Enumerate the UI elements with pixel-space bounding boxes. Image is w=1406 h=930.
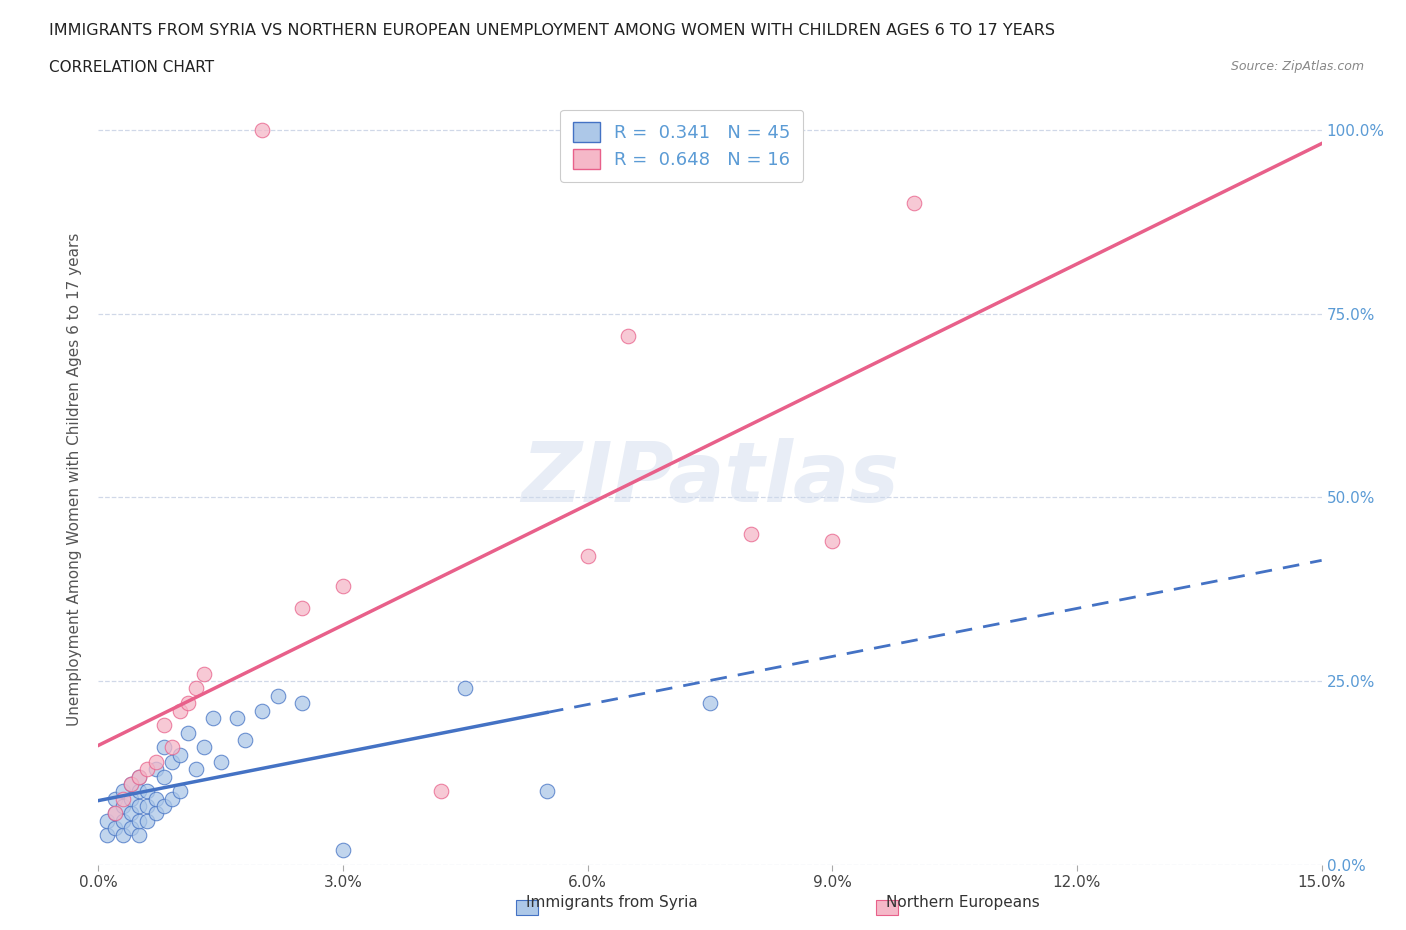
Point bbox=[136, 799, 159, 814]
Point bbox=[169, 703, 191, 718]
Point bbox=[136, 784, 159, 799]
Point bbox=[169, 784, 191, 799]
Point bbox=[104, 806, 127, 821]
Point bbox=[186, 681, 208, 696]
Point bbox=[120, 806, 142, 821]
Point bbox=[152, 740, 174, 755]
Text: Source: ZipAtlas.com: Source: ZipAtlas.com bbox=[1230, 60, 1364, 73]
Point bbox=[128, 769, 150, 784]
Point bbox=[96, 814, 118, 829]
Point bbox=[186, 762, 208, 777]
Point bbox=[111, 791, 134, 806]
Point bbox=[821, 534, 844, 549]
Point bbox=[111, 828, 134, 843]
Point bbox=[128, 828, 150, 843]
Point bbox=[233, 733, 256, 748]
Text: CORRELATION CHART: CORRELATION CHART bbox=[49, 60, 214, 75]
Point bbox=[536, 784, 558, 799]
Legend: R =  0.341   N = 45, R =  0.648   N = 16: R = 0.341 N = 45, R = 0.648 N = 16 bbox=[560, 110, 803, 182]
Point bbox=[332, 843, 354, 857]
Point bbox=[267, 688, 290, 703]
Point bbox=[160, 791, 183, 806]
Text: ZIPatlas: ZIPatlas bbox=[522, 438, 898, 520]
Point bbox=[120, 820, 142, 835]
Point bbox=[136, 762, 159, 777]
Point bbox=[145, 762, 167, 777]
Point bbox=[128, 799, 150, 814]
Point bbox=[104, 806, 127, 821]
Point bbox=[177, 725, 200, 740]
Point bbox=[160, 754, 183, 769]
Point bbox=[111, 799, 134, 814]
Point bbox=[152, 799, 174, 814]
Point bbox=[576, 549, 599, 564]
Point bbox=[169, 747, 191, 762]
Point bbox=[617, 328, 640, 343]
Point bbox=[104, 791, 127, 806]
Point bbox=[120, 791, 142, 806]
Point bbox=[740, 526, 762, 541]
Point bbox=[250, 703, 273, 718]
Text: Immigrants from Syria: Immigrants from Syria bbox=[526, 895, 697, 910]
Point bbox=[111, 784, 134, 799]
Point bbox=[136, 814, 159, 829]
Point bbox=[128, 784, 150, 799]
Point bbox=[104, 820, 127, 835]
Point bbox=[193, 666, 215, 681]
Point bbox=[152, 769, 174, 784]
Point bbox=[128, 769, 150, 784]
Text: IMMIGRANTS FROM SYRIA VS NORTHERN EUROPEAN UNEMPLOYMENT AMONG WOMEN WITH CHILDRE: IMMIGRANTS FROM SYRIA VS NORTHERN EUROPE… bbox=[49, 23, 1056, 38]
Point bbox=[201, 711, 224, 725]
Point bbox=[120, 777, 142, 791]
Point bbox=[145, 754, 167, 769]
Point bbox=[250, 123, 273, 138]
Point bbox=[145, 806, 167, 821]
Point bbox=[903, 196, 925, 211]
Point bbox=[145, 791, 167, 806]
Y-axis label: Unemployment Among Women with Children Ages 6 to 17 years: Unemployment Among Women with Children A… bbox=[67, 232, 83, 725]
Point bbox=[291, 696, 314, 711]
Point bbox=[699, 696, 721, 711]
Point bbox=[193, 740, 215, 755]
Point bbox=[226, 711, 249, 725]
Point bbox=[209, 754, 232, 769]
Point bbox=[291, 600, 314, 615]
Point bbox=[120, 777, 142, 791]
Point bbox=[111, 814, 134, 829]
Point bbox=[177, 696, 200, 711]
Text: Northern Europeans: Northern Europeans bbox=[886, 895, 1040, 910]
Point bbox=[430, 784, 453, 799]
Point bbox=[128, 814, 150, 829]
Point bbox=[160, 740, 183, 755]
Point bbox=[454, 681, 477, 696]
Point bbox=[96, 828, 118, 843]
Point bbox=[152, 718, 174, 733]
Point bbox=[332, 578, 354, 593]
